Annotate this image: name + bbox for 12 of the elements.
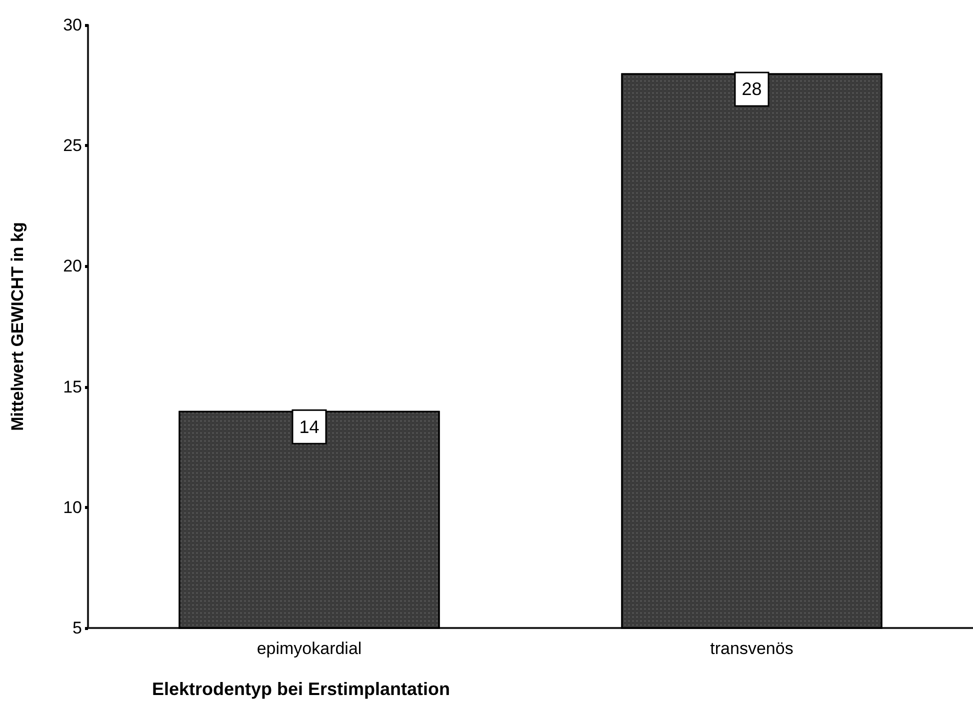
x-axis-title: Elektrodentyp bei Erstimplantation: [152, 679, 450, 699]
y-tick-label: 30: [63, 16, 82, 34]
y-tick-label: 5: [72, 618, 82, 638]
y-tick-label: 25: [63, 136, 82, 156]
x-tick-label: epimyokardial: [256, 639, 362, 658]
y-tick-label: 15: [63, 377, 82, 396]
y-tick-label: 20: [63, 256, 82, 276]
data-label: 28: [742, 79, 762, 100]
y-axis-title: Mittelwert GEWICHT in kg: [8, 222, 27, 431]
x-tick-label: transvenös: [710, 639, 794, 658]
y-tick-label: 10: [63, 498, 82, 517]
data-label: 14: [299, 416, 320, 437]
